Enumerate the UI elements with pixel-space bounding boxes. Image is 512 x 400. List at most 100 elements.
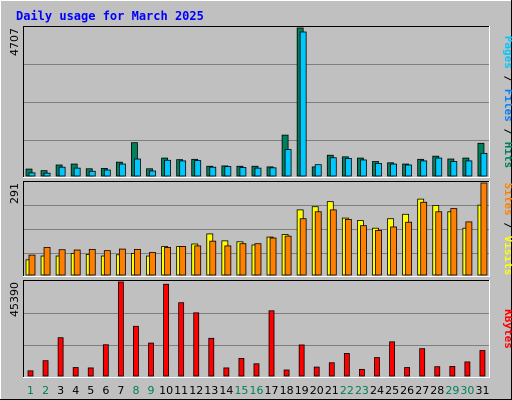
bar-sites-day-31 <box>480 182 488 276</box>
bar-sites-day-13 <box>209 240 217 276</box>
x-tick-label: 16 <box>250 384 264 397</box>
bar-sites-day-18 <box>284 235 292 276</box>
bar-sites-day-24 <box>375 230 382 276</box>
bar-files-day-19 <box>299 31 307 177</box>
bar-files-day-29 <box>450 161 458 177</box>
bar-kbytes-day-5 <box>87 367 94 377</box>
bar-files-day-26 <box>405 164 413 177</box>
x-tick-label: 5 <box>87 384 94 397</box>
bar-sites-day-15 <box>239 243 247 276</box>
bar-kbytes-day-15 <box>238 357 245 377</box>
x-tick-label: 29 <box>445 384 459 397</box>
x-tick-label: 23 <box>355 384 369 397</box>
bar-kbytes-day-27 <box>419 348 426 377</box>
bar-kbytes-day-19 <box>298 344 305 377</box>
bar-kbytes-day-6 <box>102 344 109 377</box>
bar-sites-day-29 <box>450 208 458 276</box>
x-tick-label: 24 <box>370 384 384 397</box>
x-tick-label: 3 <box>57 384 64 397</box>
bar-files-day-14 <box>224 166 232 177</box>
bar-kbytes-day-17 <box>268 310 275 377</box>
bar-files-day-27 <box>420 160 428 177</box>
legend-entry: Hits <box>502 142 512 169</box>
bar-kbytes-day-25 <box>389 341 395 377</box>
bar-sites-day-17 <box>269 237 277 276</box>
bar-sites-day-7 <box>118 248 126 276</box>
bar-kbytes-day-28 <box>434 366 441 377</box>
legend-entry: / <box>502 122 512 142</box>
x-tick-label: 11 <box>174 384 188 397</box>
bar-kbytes-day-29 <box>449 366 456 377</box>
y-max-label: 45390 <box>8 282 21 317</box>
y-max-label: 291 <box>8 183 21 204</box>
chart-title: Daily usage for March 2025 <box>16 9 204 23</box>
bar-sites-day-16 <box>254 243 262 276</box>
bar-kbytes-day-20 <box>313 366 320 377</box>
bar-files-day-11 <box>179 160 187 177</box>
bar-sites-day-4 <box>73 249 81 276</box>
x-tick-label: 6 <box>102 384 109 397</box>
x-tick-label: 31 <box>475 384 489 397</box>
bar-files-day-25 <box>390 163 397 177</box>
bar-kbytes-day-8 <box>133 325 139 377</box>
x-tick-label: 25 <box>385 384 399 397</box>
bar-sites-day-19 <box>299 218 307 276</box>
chart-panel-1: 4707 Pages / Files / Hits <box>8 26 512 178</box>
x-tick-label: 13 <box>204 384 218 397</box>
bar-files-day-6 <box>103 169 111 177</box>
bar-files-day-4 <box>73 167 81 177</box>
bar-files-day-30 <box>465 160 473 177</box>
bar-kbytes-day-26 <box>404 367 411 377</box>
bar-kbytes-day-1 <box>27 370 34 377</box>
bar-files-day-15 <box>239 167 247 177</box>
bar-sites-day-21 <box>329 209 337 276</box>
x-tick-label: 17 <box>265 384 279 397</box>
bar-sites-day-10 <box>164 247 171 276</box>
x-tick-label: 21 <box>325 384 339 397</box>
series-legend: Sites / Visits <box>502 183 512 276</box>
bar-sites-day-11 <box>179 246 187 276</box>
legend-entry: Visits <box>502 236 512 276</box>
x-tick-label: 22 <box>340 384 354 397</box>
bar-sites-day-26 <box>405 221 413 276</box>
legend-entry: Pages <box>502 36 512 69</box>
x-tick-label: 1 <box>27 384 34 397</box>
bar-kbytes-day-14 <box>223 367 230 377</box>
legend-entry: Sites <box>502 183 512 216</box>
bar-kbytes-day-12 <box>193 312 200 377</box>
bar-kbytes-day-16 <box>253 363 260 377</box>
bar-kbytes-day-31 <box>479 350 486 377</box>
x-tick-label: 10 <box>159 384 173 397</box>
bar-sites-day-5 <box>88 248 96 276</box>
bar-files-day-23 <box>360 159 367 177</box>
bar-kbytes-day-30 <box>464 361 471 377</box>
x-tick-label: 26 <box>400 384 414 397</box>
bar-files-day-31 <box>480 152 488 177</box>
bar-kbytes-day-22 <box>343 353 350 377</box>
bar-sites-day-28 <box>435 211 443 276</box>
legend-entry: KBytes <box>502 309 512 349</box>
bar-sites-day-20 <box>314 211 322 276</box>
bar-files-day-10 <box>164 159 171 177</box>
bar-sites-day-14 <box>224 245 232 276</box>
bar-files-day-20 <box>314 164 322 177</box>
y-max-label: 4707 <box>8 28 21 56</box>
x-tick-label: 8 <box>132 384 139 397</box>
x-tick-label: 28 <box>430 384 444 397</box>
bar-files-day-12 <box>194 160 202 177</box>
bar-sites-day-12 <box>194 245 202 276</box>
x-tick-label: 27 <box>415 384 429 397</box>
bar-files-day-7 <box>118 163 126 177</box>
bar-files-day-28 <box>435 157 443 177</box>
bar-kbytes-day-11 <box>178 302 185 377</box>
bar-kbytes-day-18 <box>283 369 290 377</box>
x-tick-label: 9 <box>148 384 155 397</box>
bar-kbytes-day-3 <box>57 337 64 377</box>
bar-sites-day-27 <box>420 201 428 276</box>
bar-sites-day-6 <box>103 250 111 276</box>
bar-files-day-2 <box>43 172 51 177</box>
series-legend: Pages / Files / Hits <box>502 36 512 169</box>
bar-kbytes-day-10 <box>163 283 169 377</box>
